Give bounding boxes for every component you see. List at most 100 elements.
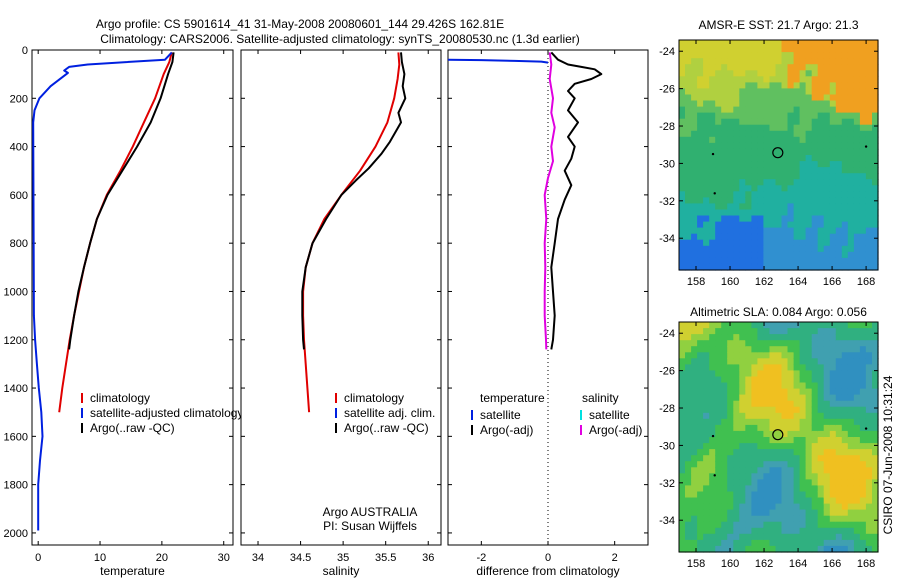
map-cell <box>763 437 770 444</box>
map-cell <box>703 521 710 529</box>
map-cell <box>709 437 716 444</box>
map-cell <box>745 215 752 223</box>
map-cell <box>775 161 783 168</box>
map-cell <box>745 257 752 265</box>
map-cell <box>757 112 764 120</box>
map-cell <box>727 88 734 96</box>
map-cell <box>841 449 849 456</box>
map-cell <box>721 503 728 511</box>
map-cell <box>715 485 722 493</box>
map-cell <box>721 82 728 90</box>
map-cell <box>727 124 734 132</box>
map-cell <box>685 70 692 77</box>
map-cell <box>853 473 861 480</box>
map-cell <box>757 82 764 90</box>
map-cell <box>865 118 873 126</box>
map-cell <box>751 376 758 384</box>
map-cell <box>775 509 783 517</box>
map-cell <box>715 209 722 217</box>
map-cell <box>835 479 843 487</box>
map-cell <box>872 245 879 253</box>
map-cell <box>865 88 873 96</box>
map-cell <box>865 136 873 144</box>
map-cell <box>872 340 879 347</box>
map-cell <box>739 136 746 144</box>
map-cell <box>775 245 783 253</box>
map-cell <box>769 124 777 132</box>
map-cell <box>781 394 789 402</box>
map-cell <box>853 394 861 402</box>
map-cell <box>811 358 819 365</box>
map-cell <box>769 40 777 47</box>
map-cell <box>679 497 686 505</box>
map-cell <box>697 124 704 132</box>
map-cell <box>781 173 789 180</box>
map-cell <box>799 400 807 408</box>
map-cell <box>781 46 789 53</box>
map-cell <box>751 485 758 493</box>
map-cell <box>703 455 710 462</box>
map-cell <box>745 88 752 96</box>
map-cell <box>727 142 734 150</box>
map-cell <box>715 148 722 156</box>
map-cell <box>829 88 837 96</box>
annotation-text: PI: Susan Wijffels <box>323 519 417 533</box>
map-cell <box>715 455 722 462</box>
map-cell <box>679 203 686 211</box>
map-cell <box>841 364 849 372</box>
map-cell <box>805 394 813 402</box>
map-cell <box>727 394 734 402</box>
map-cell <box>823 239 831 247</box>
map-cell <box>709 209 716 217</box>
map-cell <box>763 124 770 132</box>
map-cell <box>781 191 789 198</box>
map-cell <box>745 346 752 353</box>
map-cell <box>829 46 837 53</box>
map-cell <box>841 473 849 480</box>
map-cell <box>835 233 843 241</box>
map-cell <box>853 497 861 505</box>
map-cell <box>721 227 728 235</box>
map-cell <box>697 112 704 120</box>
map-cell <box>793 449 801 456</box>
map-cell <box>781 418 789 426</box>
map-cell <box>769 509 777 517</box>
map-cell <box>721 148 728 156</box>
map-cell <box>781 352 789 359</box>
map-cell <box>697 412 704 420</box>
map-cell <box>835 443 843 450</box>
map-cell <box>872 400 879 408</box>
map-cell <box>805 382 813 390</box>
map-cell <box>733 221 740 229</box>
map-cell <box>865 461 873 468</box>
map-cell <box>745 155 752 162</box>
map-cell <box>685 346 692 353</box>
map-cell <box>835 328 843 335</box>
x-tick-label: 158 <box>687 558 705 570</box>
map-cell <box>793 40 801 47</box>
map-cell <box>745 388 752 396</box>
map-cell <box>685 376 692 384</box>
map-cell <box>847 106 855 114</box>
map-cell <box>799 443 807 450</box>
series-line-temperature-2 <box>68 52 175 350</box>
map-cell <box>721 334 728 341</box>
map-cell <box>823 334 831 341</box>
map-cell <box>859 76 867 83</box>
map-cell <box>763 167 770 174</box>
map-cell <box>715 82 722 90</box>
map-cell <box>817 376 825 384</box>
map-cell <box>865 437 873 444</box>
map-cell <box>865 209 873 217</box>
map-cell <box>733 370 740 378</box>
map-cell <box>691 185 698 192</box>
map-cell <box>817 527 825 535</box>
map-cell <box>799 227 807 235</box>
map-cell <box>727 64 734 71</box>
map-cell <box>703 142 710 150</box>
map-cell <box>829 40 837 47</box>
map-cell <box>853 521 861 529</box>
map-cell <box>775 527 783 535</box>
map-cell <box>697 82 704 90</box>
